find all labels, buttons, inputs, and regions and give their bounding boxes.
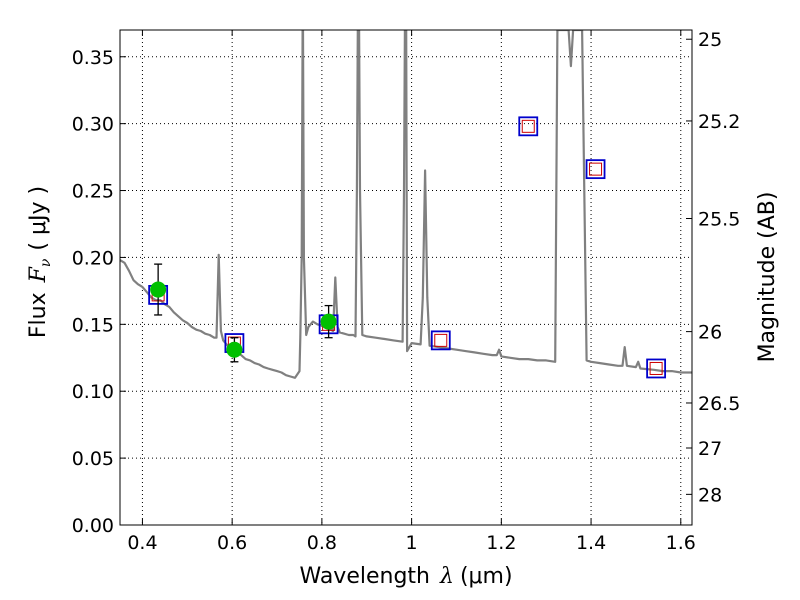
y2-tick-label: 26 xyxy=(698,322,722,344)
x-tick-label: 1.4 xyxy=(576,532,606,554)
x-tick-label: 0.6 xyxy=(217,532,247,554)
y-tick-label: 0.15 xyxy=(72,314,114,336)
plot-frame xyxy=(119,29,693,526)
plot-area xyxy=(120,30,692,379)
template-spectrum-line xyxy=(120,30,692,379)
model-point-inner xyxy=(589,162,603,176)
y2-tick-label: 25.5 xyxy=(698,209,740,231)
x-tick-label: 1.2 xyxy=(486,532,516,554)
x-tick-label: 1 xyxy=(406,532,418,554)
y2-axis: 25 25.2 25.5 26 26.5 27 28 xyxy=(686,29,740,506)
y-tick-label: 0.30 xyxy=(72,114,114,136)
y2-axis-label: Magnitude (AB) xyxy=(755,192,780,363)
x-tick-label: 0.8 xyxy=(307,532,337,554)
y-axis: 0.00 0.05 0.10 0.15 0.20 0.25 0.30 0.35 xyxy=(72,47,126,537)
y2-tick-label: 28 xyxy=(698,484,722,506)
observed-point xyxy=(226,341,243,358)
y-tick-label: 0.00 xyxy=(72,515,114,537)
model-point-box xyxy=(518,116,539,137)
y2-tick-label: 25 xyxy=(698,29,722,51)
model-point-box xyxy=(585,159,606,180)
y-axis-label: FluxFν( μJy ) xyxy=(26,186,54,338)
x-axis: 0.4 0.6 0.8 1 1.2 1.4 1.6 xyxy=(127,30,696,554)
y-tick-label: 0.25 xyxy=(72,181,114,203)
x-tick-label: 1.6 xyxy=(666,532,696,554)
y-tick-label: 0.20 xyxy=(72,247,114,269)
markers xyxy=(148,116,667,379)
y-tick-label: 0.05 xyxy=(72,448,114,470)
y-tick-label: 0.10 xyxy=(72,381,114,403)
model-point-inner xyxy=(521,119,535,133)
y2-tick-label: 27 xyxy=(698,438,722,460)
model-point-inner xyxy=(649,361,663,375)
y2-tick-label: 25.2 xyxy=(698,111,740,133)
model-point-inner xyxy=(434,333,448,347)
model-point-box xyxy=(646,358,667,379)
x-axis-label: Wavelength λ (μm) xyxy=(299,564,512,589)
y2-tick-label: 26.5 xyxy=(698,393,740,415)
y-tick-label: 0.35 xyxy=(72,47,114,69)
observed-point xyxy=(150,281,167,298)
model-point-box xyxy=(430,330,451,351)
observed-point xyxy=(320,313,337,330)
x-tick-label: 0.4 xyxy=(127,532,157,554)
